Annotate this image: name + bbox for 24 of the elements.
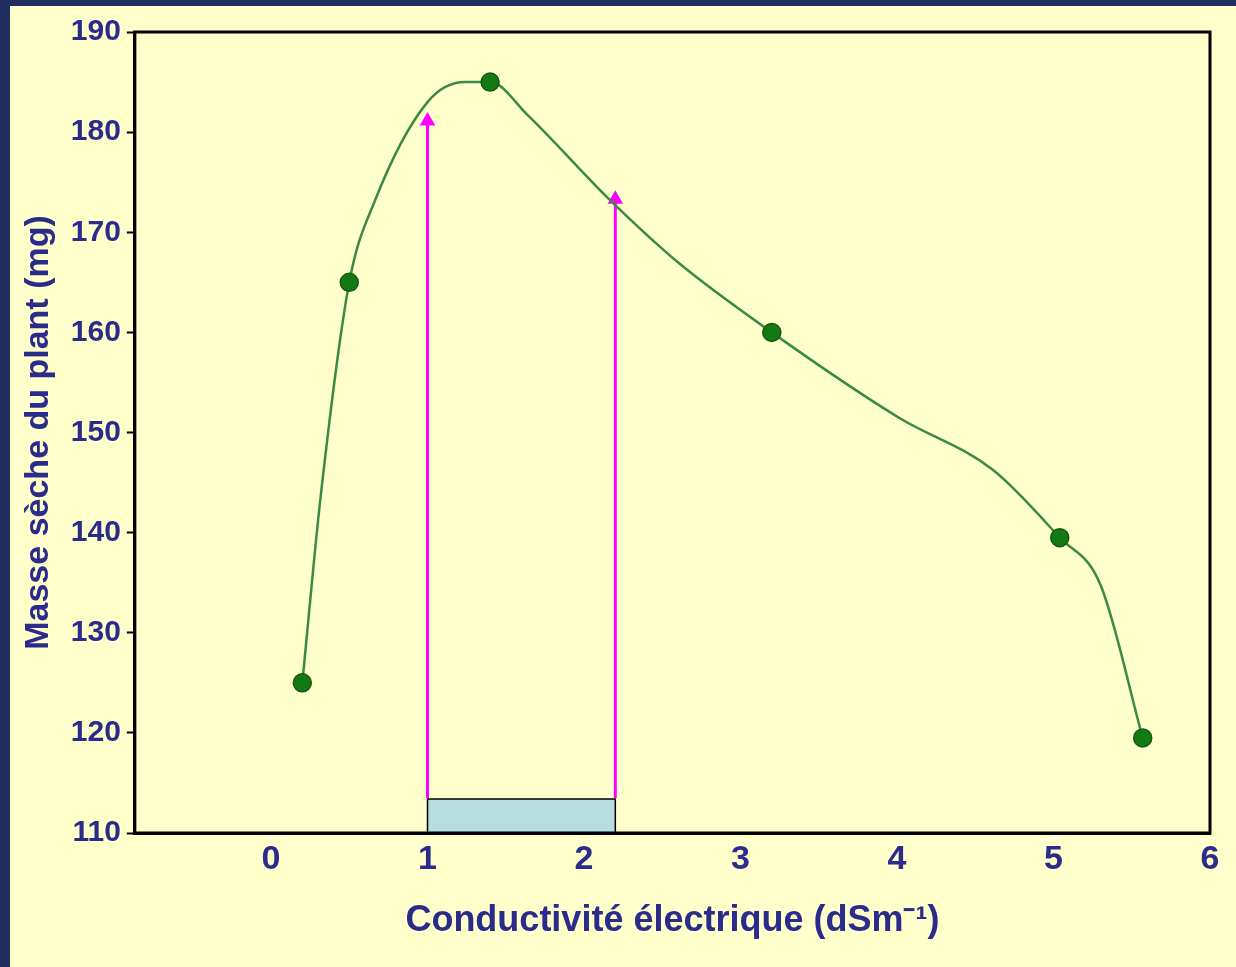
x-tick-label: 1	[418, 837, 437, 876]
y-tick-label: 130	[70, 614, 121, 648]
x-tick-label: 5	[1044, 837, 1063, 876]
point	[1050, 527, 1070, 548]
y-tick-label: 140	[70, 513, 121, 547]
y-tick-label: 170	[70, 213, 121, 247]
x-axis-title: Conductivité électrique (dSm⁻¹)	[405, 898, 940, 940]
y-tick-label: 110	[72, 814, 121, 848]
y-tick-label: 180	[70, 113, 121, 147]
x-tick-label: 4	[887, 837, 907, 876]
point	[339, 272, 360, 293]
x-tick-label: 2	[574, 837, 594, 876]
point	[762, 322, 782, 343]
y-tick-label: 190	[70, 13, 121, 47]
x-tick-label: 3	[731, 837, 750, 876]
point	[1132, 728, 1153, 748]
point	[292, 673, 313, 693]
y-tick-label: 150	[70, 413, 121, 447]
y-axis-title: Masse sèche du plant (mg)	[16, 215, 55, 650]
y-tick-label: 160	[70, 313, 121, 347]
x-tick-label: 0	[261, 837, 281, 876]
y-tick-label: 120	[70, 714, 121, 748]
point	[480, 72, 500, 92]
x-tick-label: 6	[1200, 837, 1220, 876]
